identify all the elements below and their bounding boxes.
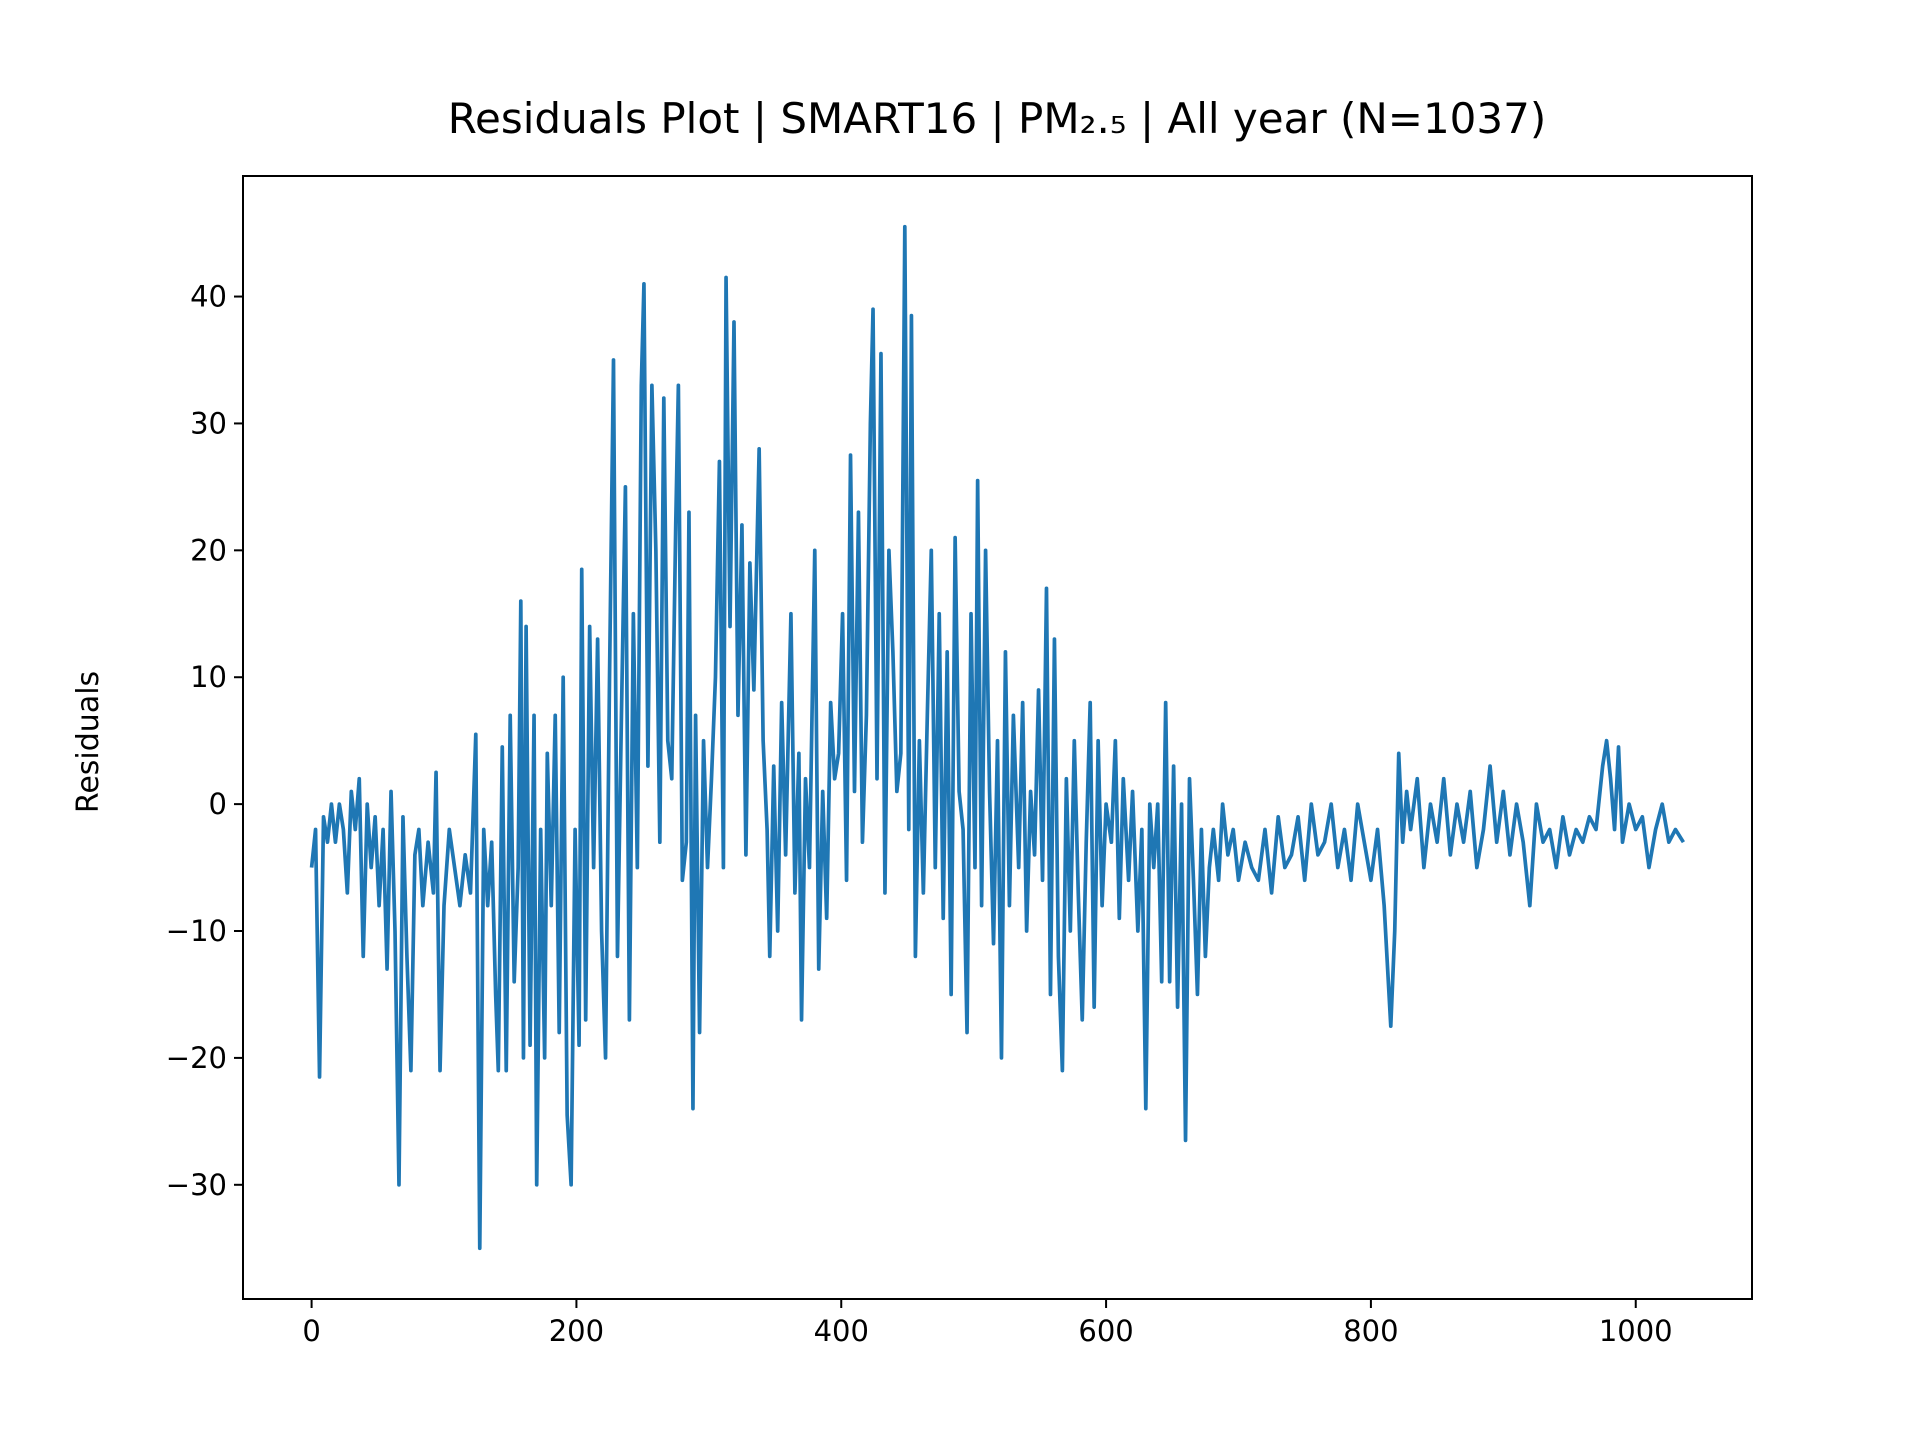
- x-tick-label: 600: [1078, 1314, 1133, 1348]
- y-tick-label: 10: [190, 660, 227, 694]
- y-tick-label: 20: [190, 533, 227, 567]
- y-tick-label: 30: [190, 406, 227, 440]
- x-tick-label: 400: [814, 1314, 869, 1348]
- y-tick-label: −10: [166, 914, 227, 948]
- residual-line: [309, 224, 1685, 1251]
- y-tick-label: −20: [166, 1041, 227, 1075]
- x-tick-label: 1000: [1599, 1314, 1673, 1348]
- y-tick-label: −30: [166, 1168, 227, 1202]
- plot-frame: [242, 175, 1753, 1300]
- x-tick-label: 200: [549, 1314, 604, 1348]
- chart-title: Residuals Plot | SMART16 | PM₂.₅ | All y…: [448, 94, 1547, 143]
- y-tick-label: 0: [209, 787, 227, 821]
- y-axis-label: Residuals: [71, 671, 106, 813]
- x-tick-label: 0: [302, 1314, 320, 1348]
- x-tick-label: 800: [1343, 1314, 1398, 1348]
- y-tick-label: 40: [190, 280, 227, 314]
